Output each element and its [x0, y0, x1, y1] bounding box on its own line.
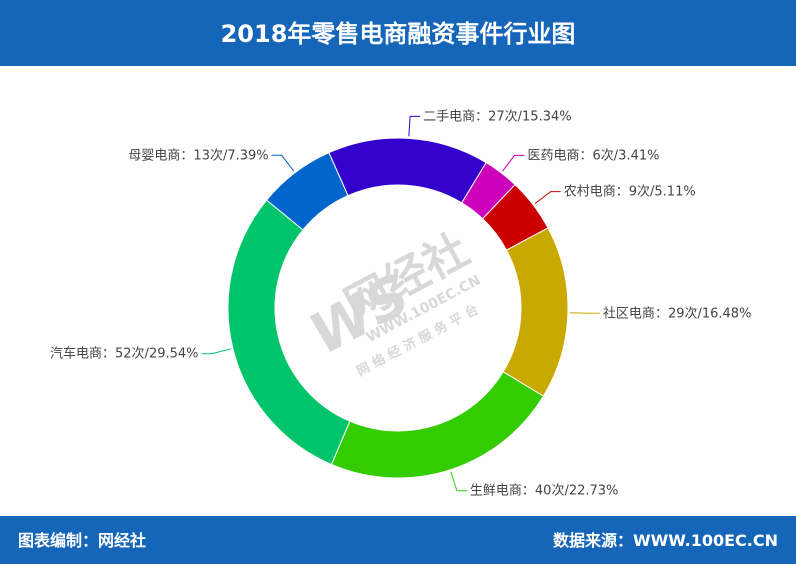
category-label: 社区电商: [603, 305, 655, 321]
donut-segment: [265, 152, 349, 231]
category-label: 医药电商: [528, 148, 580, 163]
leader-line: [534, 191, 561, 205]
leader-line: [271, 154, 295, 172]
leader-line: [201, 348, 232, 355]
leader-line: [501, 154, 525, 172]
category-label: 生鲜电商: [470, 483, 522, 498]
data-label: 汽车电商：52次/29.54%: [50, 345, 199, 361]
category-label: 汽车电商: [50, 345, 102, 361]
value-label: ：13次/7.39%: [180, 147, 268, 163]
data-label: 社区电商：29次/16.48%: [603, 305, 752, 321]
donut-segment: [330, 371, 545, 479]
value-label: ：9次/5.11%: [616, 183, 696, 199]
value-label: ：6次/3.41%: [580, 147, 660, 163]
category-label: 母婴电商: [128, 148, 180, 163]
value-label: ：27次/15.34%: [475, 108, 572, 124]
watermark: 网经社 WWW.100EC.CN 网 络 经 济 服 务 平 台 WS: [300, 224, 484, 379]
leader-line: [408, 115, 421, 137]
value-label: ：52次/29.54%: [102, 345, 199, 361]
category-label: 农村电商: [564, 184, 616, 199]
leader-line: [450, 471, 467, 492]
chart-title: 2018年零售电商融资事件行业图: [221, 20, 576, 48]
data-label: 二手电商：27次/15.34%: [423, 108, 572, 124]
category-label: 二手电商: [423, 109, 475, 124]
footer-bar: [0, 516, 796, 564]
leader-line: [569, 312, 600, 314]
header-bar: [0, 0, 796, 66]
donut-segment: [328, 137, 487, 204]
donut-segment: [502, 227, 569, 397]
value-label: ：40次/22.73%: [522, 482, 619, 498]
data-label: 农村电商：9次/5.11%: [564, 183, 696, 199]
value-label: ：29次/16.48%: [655, 305, 752, 321]
donut-segment: [227, 199, 351, 466]
footer-left: 图表编制：网经社: [18, 531, 146, 550]
data-label: 生鲜电商：40次/22.73%: [470, 482, 619, 498]
data-label: 母婴电商：13次/7.39%: [128, 147, 268, 163]
footer-right: 数据来源：WWW.100EC.CN: [553, 531, 778, 550]
data-label: 医药电商：6次/3.41%: [528, 147, 660, 163]
